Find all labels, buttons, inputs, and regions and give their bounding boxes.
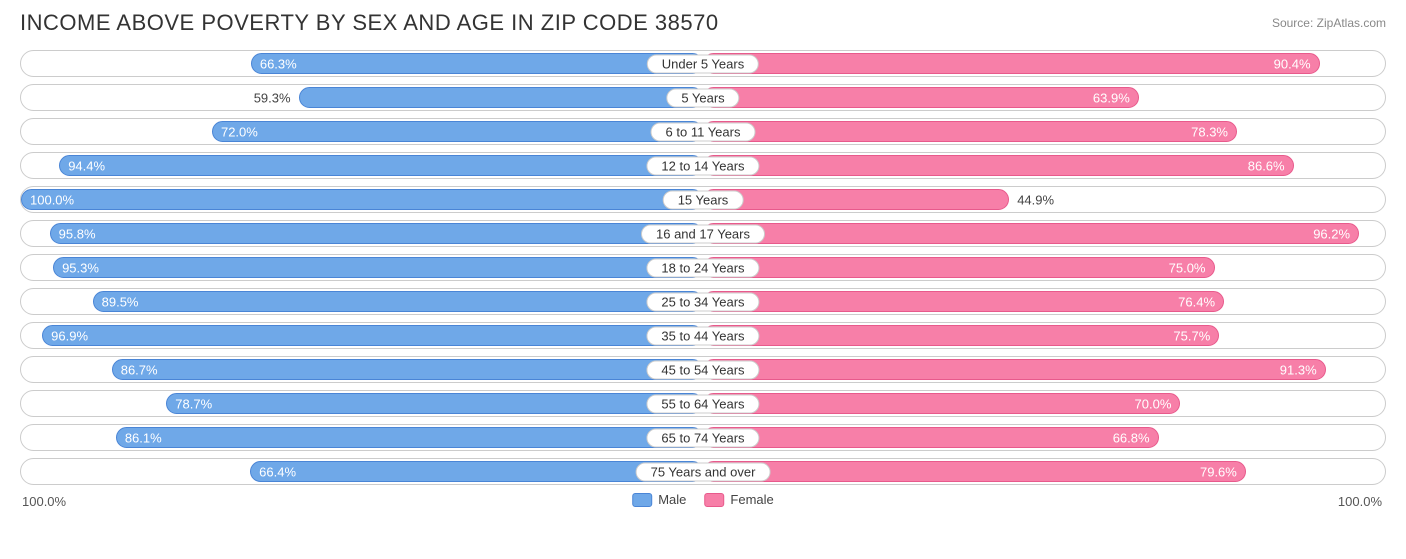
age-label: 6 to 11 Years xyxy=(651,122,756,141)
legend: Male Female xyxy=(632,492,774,507)
value-male: 100.0% xyxy=(30,192,74,207)
axis-left-label: 100.0% xyxy=(22,494,66,509)
value-female: 78.3% xyxy=(1191,124,1228,139)
age-label: 18 to 24 Years xyxy=(646,258,759,277)
chart-row: 66.4% 79.6% 75 Years and over xyxy=(20,458,1386,485)
value-male: 66.4% xyxy=(259,464,296,479)
bar-female: 90.4% xyxy=(703,53,1320,74)
value-female: 75.0% xyxy=(1169,260,1206,275)
chart-container: INCOME ABOVE POVERTY BY SEX AND AGE IN Z… xyxy=(0,0,1406,516)
bar-female: 66.8% xyxy=(703,427,1159,448)
age-label: 65 to 74 Years xyxy=(646,428,759,447)
value-male: 96.9% xyxy=(51,328,88,343)
legend-label-female: Female xyxy=(730,492,773,507)
bar-female: 75.0% xyxy=(703,257,1215,278)
bar-male: 95.8% xyxy=(50,223,703,244)
bar-female: 63.9% xyxy=(703,87,1139,108)
value-male: 78.7% xyxy=(175,396,212,411)
chart-row: 94.4% 86.6% 12 to 14 Years xyxy=(20,152,1386,179)
value-male: 66.3% xyxy=(260,56,297,71)
bar-female: 79.6% xyxy=(703,461,1246,482)
value-female: 70.0% xyxy=(1135,396,1172,411)
legend-item-male: Male xyxy=(632,492,686,507)
chart-row: 86.1% 66.8% 65 to 74 Years xyxy=(20,424,1386,451)
header: INCOME ABOVE POVERTY BY SEX AND AGE IN Z… xyxy=(0,0,1406,44)
bar-male: 66.3% xyxy=(251,53,703,74)
bar-male: 86.1% xyxy=(116,427,703,448)
chart-row: 59.3% 63.9% 5 Years xyxy=(20,84,1386,111)
legend-label-male: Male xyxy=(658,492,686,507)
chart-row: 86.7% 91.3% 45 to 54 Years xyxy=(20,356,1386,383)
bar-male: 100.0% xyxy=(21,189,703,210)
age-label: 45 to 54 Years xyxy=(646,360,759,379)
value-male: 86.7% xyxy=(121,362,158,377)
value-male: 72.0% xyxy=(221,124,258,139)
age-label: 16 and 17 Years xyxy=(641,224,765,243)
value-female: 44.9% xyxy=(1017,192,1054,207)
value-female: 86.6% xyxy=(1248,158,1285,173)
value-female: 79.6% xyxy=(1200,464,1237,479)
chart-row: 95.8% 96.2% 16 and 17 Years xyxy=(20,220,1386,247)
chart-row: 100.0% 44.9% 15 Years xyxy=(20,186,1386,213)
bar-male: 78.7% xyxy=(166,393,703,414)
value-female: 96.2% xyxy=(1313,226,1350,241)
axis-right-label: 100.0% xyxy=(1338,494,1382,509)
value-male: 89.5% xyxy=(102,294,139,309)
axis-row: 100.0% Male Female 100.0% xyxy=(20,492,1386,516)
age-label: 75 Years and over xyxy=(636,462,771,481)
value-male: 94.4% xyxy=(68,158,105,173)
chart-row: 78.7% 70.0% 55 to 64 Years xyxy=(20,390,1386,417)
bar-male: 86.7% xyxy=(112,359,703,380)
bar-female: 86.6% xyxy=(703,155,1294,176)
bar-male: 95.3% xyxy=(53,257,703,278)
age-label: 12 to 14 Years xyxy=(646,156,759,175)
chart-row: 96.9% 75.7% 35 to 44 Years xyxy=(20,322,1386,349)
age-label: Under 5 Years xyxy=(647,54,759,73)
bar-female: 78.3% xyxy=(703,121,1237,142)
chart-row: 66.3% 90.4% Under 5 Years xyxy=(20,50,1386,77)
bar-female: 75.7% xyxy=(703,325,1219,346)
value-female: 76.4% xyxy=(1178,294,1215,309)
bar-female: 70.0% xyxy=(703,393,1180,414)
value-male: 59.3% xyxy=(254,90,291,105)
value-female: 75.7% xyxy=(1173,328,1210,343)
chart-title: INCOME ABOVE POVERTY BY SEX AND AGE IN Z… xyxy=(20,10,719,36)
value-female: 66.8% xyxy=(1113,430,1150,445)
chart-row: 95.3% 75.0% 18 to 24 Years xyxy=(20,254,1386,281)
bar-male: 94.4% xyxy=(59,155,703,176)
value-male: 86.1% xyxy=(125,430,162,445)
bar-female: 76.4% xyxy=(703,291,1224,312)
bar-female: 91.3% xyxy=(703,359,1326,380)
age-label: 55 to 64 Years xyxy=(646,394,759,413)
chart-row: 89.5% 76.4% 25 to 34 Years xyxy=(20,288,1386,315)
bar-male xyxy=(299,87,703,108)
chart-source: Source: ZipAtlas.com xyxy=(1272,16,1386,30)
bar-female: 96.2% xyxy=(703,223,1359,244)
value-female: 91.3% xyxy=(1280,362,1317,377)
age-label: 5 Years xyxy=(666,88,739,107)
bar-male: 89.5% xyxy=(93,291,703,312)
chart-row: 72.0% 78.3% 6 to 11 Years xyxy=(20,118,1386,145)
value-male: 95.8% xyxy=(59,226,96,241)
bar-male: 96.9% xyxy=(42,325,703,346)
value-male: 95.3% xyxy=(62,260,99,275)
bar-female xyxy=(703,189,1009,210)
value-female: 63.9% xyxy=(1093,90,1130,105)
value-female: 90.4% xyxy=(1274,56,1311,71)
age-label: 35 to 44 Years xyxy=(646,326,759,345)
bar-male: 72.0% xyxy=(212,121,703,142)
legend-swatch-male xyxy=(632,493,652,507)
chart-area: 66.3% 90.4% Under 5 Years 59.3% 63.9% 5 Years… xyxy=(0,44,1406,516)
legend-item-female: Female xyxy=(704,492,773,507)
age-label: 15 Years xyxy=(663,190,744,209)
legend-swatch-female xyxy=(704,493,724,507)
age-label: 25 to 34 Years xyxy=(646,292,759,311)
